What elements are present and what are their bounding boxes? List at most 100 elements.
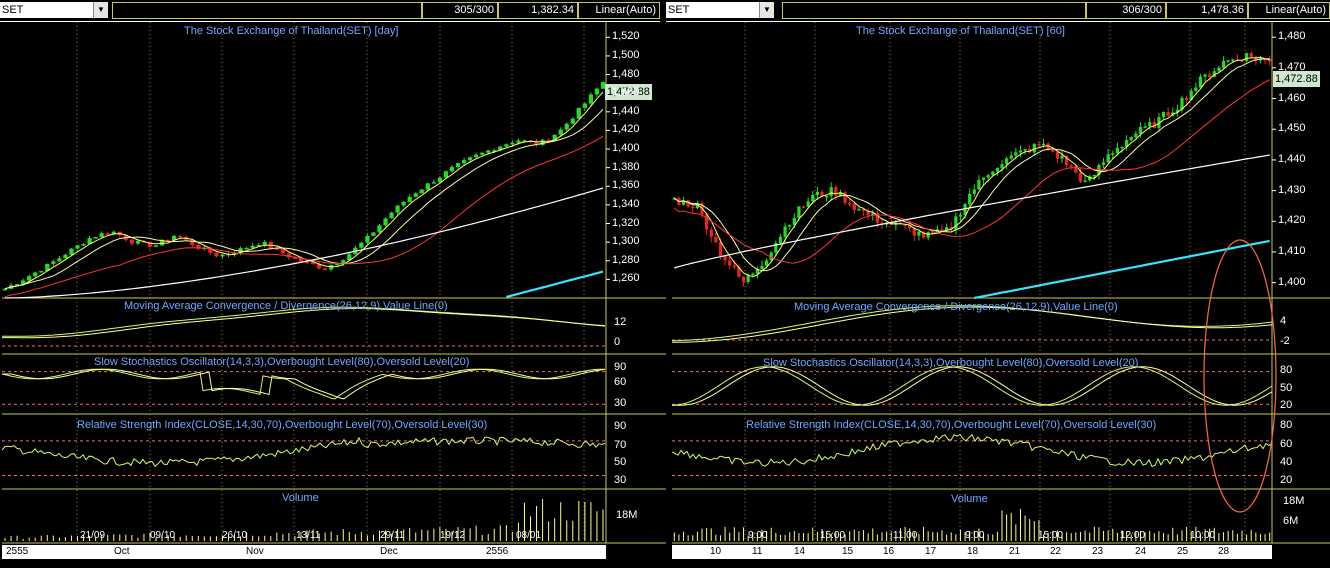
candle-body [797, 206, 801, 218]
candle-body [304, 261, 310, 264]
candle-body [774, 243, 778, 253]
candle-body [129, 239, 134, 244]
candle-body [474, 154, 479, 158]
left-scale[interactable]: Linear(Auto) [578, 2, 660, 19]
candle-body [105, 233, 110, 235]
candle-body [250, 245, 255, 248]
candle-body [695, 203, 699, 209]
left-x-top-label: 29/11 [380, 530, 405, 541]
price-tick-label: 1,460 [1278, 91, 1306, 104]
right-x-bottom-label: 10 [710, 546, 722, 557]
candle-body [461, 160, 467, 164]
macd-tick-label: -2 [1280, 335, 1290, 347]
candle-body [1258, 58, 1263, 61]
candle-body [723, 255, 727, 261]
candle-body [705, 214, 709, 230]
candle-body [63, 254, 68, 259]
candle-body [323, 268, 328, 270]
candle-body [718, 242, 723, 256]
candle-body [1065, 155, 1069, 166]
candle-body [1120, 146, 1124, 149]
candle-body [522, 140, 527, 142]
rsi-tick-label: 90 [614, 420, 627, 432]
candle-body [159, 239, 165, 246]
candle-body [811, 195, 815, 202]
candle-body [1000, 164, 1004, 169]
candle-body [401, 202, 406, 206]
candle-body [292, 257, 298, 259]
candle-body [1051, 150, 1055, 153]
price-tick-label: 1,410 [1278, 244, 1306, 257]
candle-body [1111, 153, 1115, 155]
right-x-bottom-label: 18 [967, 546, 979, 557]
macd-tick-label: 12 [614, 316, 627, 328]
left-macd-title: Moving Average Convergence / Divergence(… [124, 300, 448, 312]
right-x-top-label: 12:00 [1120, 530, 1146, 541]
candle-body [1046, 143, 1050, 151]
left-x-top-label: 26/10 [222, 530, 248, 541]
candle-body [820, 191, 824, 197]
candle-body [1212, 71, 1216, 77]
right-x-bottom-label: 22 [1050, 546, 1062, 557]
candle-body [825, 196, 829, 198]
chevron-down-icon[interactable]: ▼ [93, 2, 108, 18]
right-count: 306/300 [1086, 2, 1166, 19]
candle-body [963, 204, 967, 216]
candle-body [214, 252, 219, 257]
price-tick-label: 1,430 [1278, 183, 1306, 196]
candle-body [365, 235, 370, 243]
price-tick-label: 1,460 [612, 86, 640, 99]
price-tick-label: 1,500 [612, 48, 640, 61]
candle-body [443, 171, 449, 178]
left-price-title: The Stock Exchange of Thailand(SET) [day… [184, 25, 399, 37]
stoch-d-line [672, 366, 1273, 406]
candle-body [1005, 158, 1009, 165]
candle-body [834, 187, 838, 196]
macd-signal-line [2, 308, 606, 339]
candle-body [81, 243, 86, 246]
candle-body [540, 139, 545, 145]
candle-body [751, 273, 755, 276]
candle-body [14, 284, 20, 286]
candle-body [968, 193, 972, 205]
candle-body [510, 142, 515, 145]
candle-body [21, 280, 26, 285]
candle-body [788, 224, 792, 227]
left-symbol-select[interactable]: SET ▼ [0, 2, 108, 18]
candle-body [395, 205, 400, 213]
candle-body [1041, 143, 1046, 146]
candle-body [316, 264, 322, 269]
candle-body [516, 140, 521, 143]
candle-body [686, 200, 690, 207]
right-x-bottom-label: 17 [925, 546, 937, 557]
candle-body [425, 183, 430, 190]
ma-extra-long-line [506, 270, 604, 299]
left-x-bottom-label: Dec [380, 546, 398, 557]
rsi-tick-label: 70 [614, 439, 627, 451]
candle-body [208, 247, 213, 253]
candle-body [1161, 112, 1166, 118]
right-x-bottom-label: 15 [842, 546, 854, 557]
candle-body [1101, 162, 1106, 165]
chevron-down-icon[interactable]: ▼ [759, 2, 774, 18]
rsi-line [671, 433, 1273, 468]
candle-body [829, 187, 833, 197]
price-tick-label: 1,520 [612, 30, 640, 43]
right-x-top-label: 9:00 [965, 530, 985, 541]
stoch-tick-label: 50 [1280, 382, 1293, 394]
left-symbol-value: SET [2, 4, 24, 16]
right-symbol-select[interactable]: SET ▼ [666, 2, 774, 18]
candle-body [371, 232, 376, 236]
candle-body [498, 146, 503, 151]
price-tick-label: 1,450 [1278, 122, 1306, 135]
candle-body [921, 231, 926, 238]
candle-body [857, 209, 861, 211]
candle-body [492, 150, 497, 152]
candle-body [954, 216, 958, 230]
left-x-bottom-label: 2555 [6, 546, 29, 557]
left-volume-tick-label: 18M [616, 509, 638, 521]
candle-body [945, 227, 949, 231]
price-tick-label: 1,440 [612, 104, 640, 117]
price-tick-label: 1,480 [612, 67, 640, 80]
